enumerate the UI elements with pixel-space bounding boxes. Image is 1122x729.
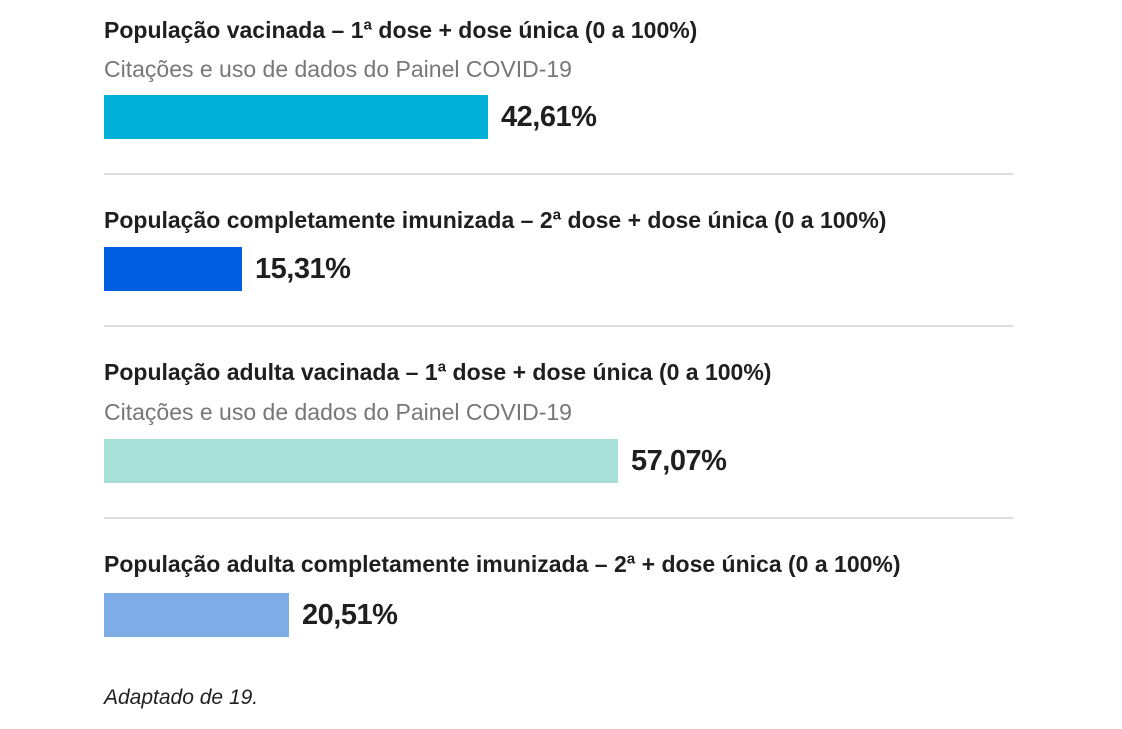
panel-divider bbox=[104, 517, 1013, 519]
panel-title: População completamente imunizada – 2ª d… bbox=[104, 207, 887, 233]
panel-title: População adulta completamente imunizada… bbox=[104, 551, 901, 577]
panel-subtitle: Citações e uso de dados do Painel COVID-… bbox=[104, 399, 572, 425]
source-footnote: Adaptado de 19. bbox=[104, 686, 259, 709]
value-bar bbox=[104, 95, 488, 139]
panel-divider bbox=[104, 325, 1013, 327]
panel-title: População vacinada – 1ª dose + dose únic… bbox=[104, 17, 698, 43]
panel-divider bbox=[104, 173, 1013, 175]
value-bar bbox=[104, 247, 242, 291]
value-label: 57,07% bbox=[631, 445, 727, 477]
value-label: 15,31% bbox=[255, 253, 351, 285]
value-bar bbox=[104, 439, 618, 483]
panel-subtitle: Citações e uso de dados do Painel COVID-… bbox=[104, 56, 572, 82]
value-label: 42,61% bbox=[501, 101, 597, 133]
value-bar bbox=[104, 593, 289, 637]
value-label: 20,51% bbox=[302, 599, 398, 631]
panel-title: População adulta vacinada – 1ª dose + do… bbox=[104, 359, 772, 385]
